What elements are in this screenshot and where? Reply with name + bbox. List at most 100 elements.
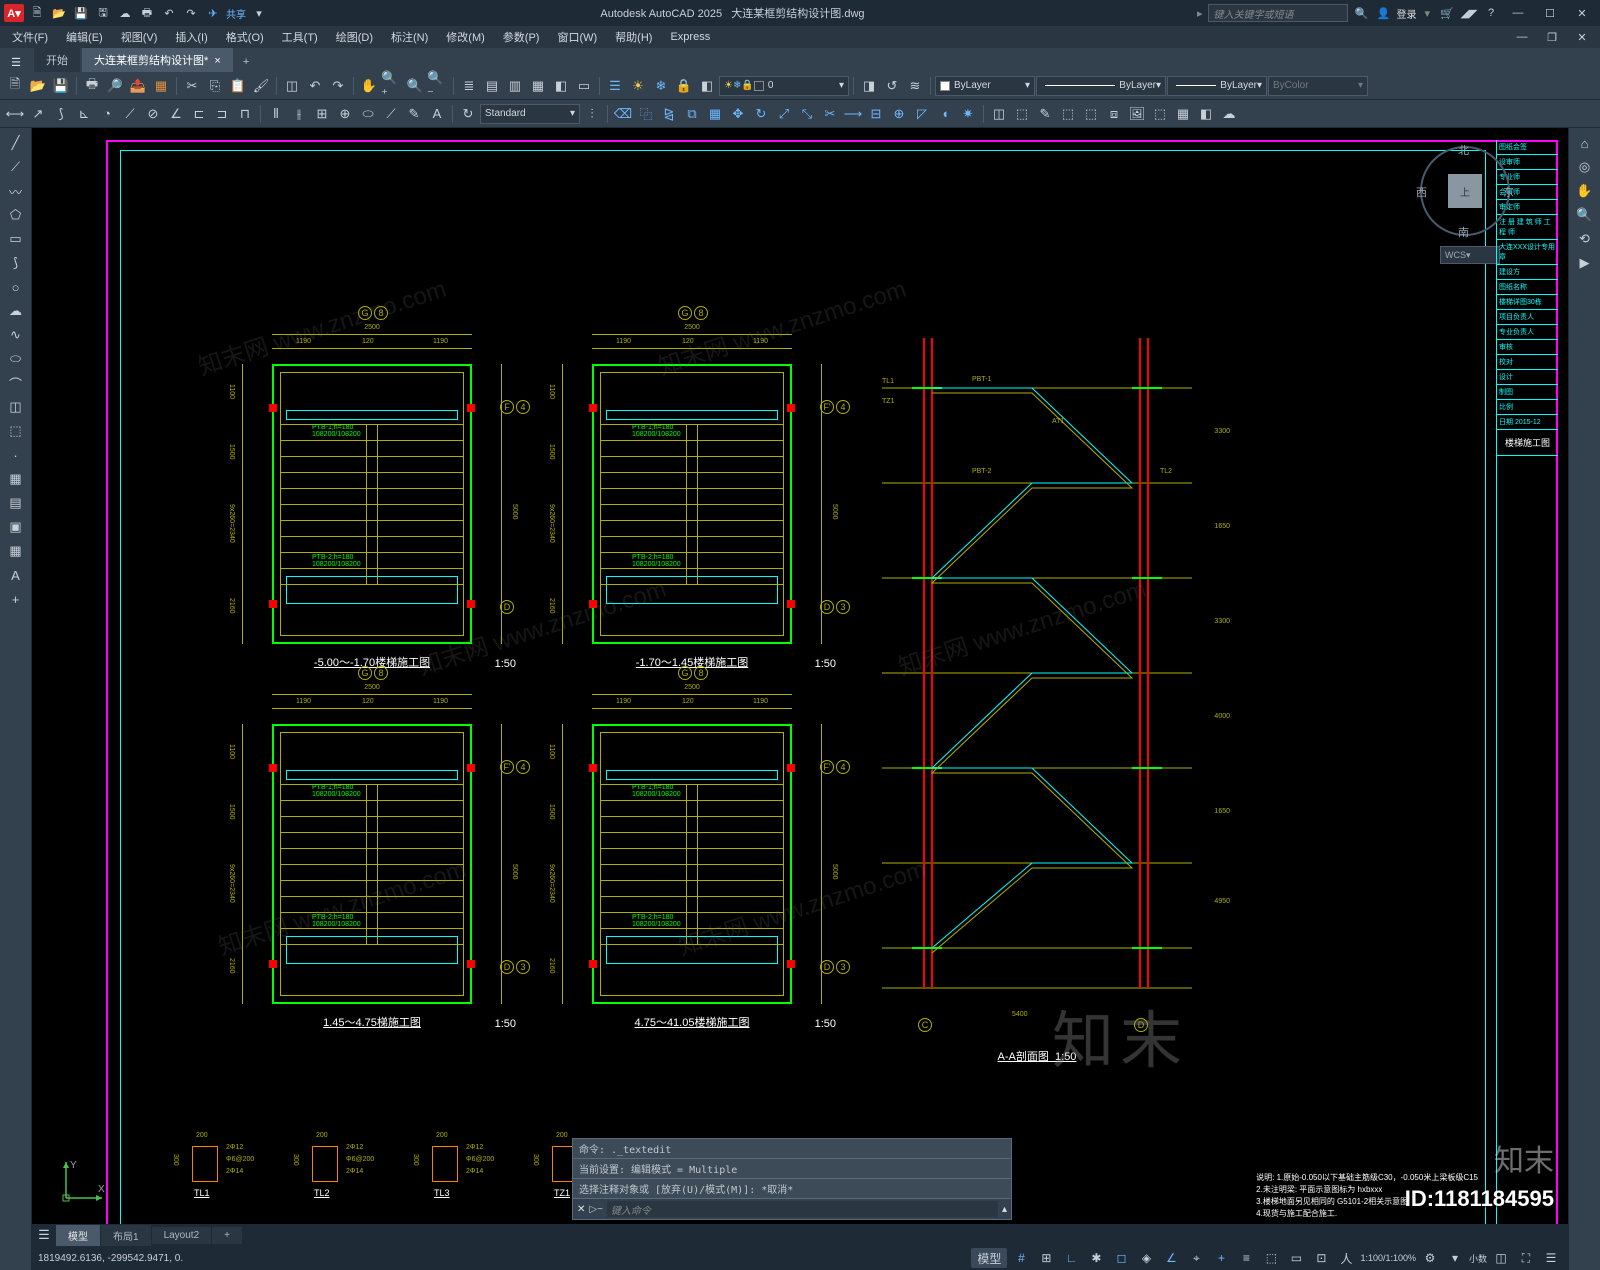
nav-wheel-icon[interactable]: ◎ [1574,156,1596,178]
search-icon[interactable]: 🔍 [1352,4,1370,22]
ellipsearc-icon[interactable]: ⌒ [3,372,29,394]
xline-icon[interactable]: ⟋ [3,156,29,178]
sheetset-icon[interactable]: ▦ [527,75,549,97]
copy-obj-icon[interactable]: ⿻ [635,103,657,125]
sb-iso-icon[interactable]: ◫ [1490,1248,1512,1268]
qcalc-icon[interactable]: ▭ [573,75,595,97]
xref-icon[interactable]: ⧈ [1103,103,1125,125]
nav-zoom-icon[interactable]: 🔍 [1574,204,1596,226]
layer-dropdown[interactable]: ☀❄🔒 0 ▾ [719,76,849,96]
undo-icon[interactable]: ↶ [304,75,326,97]
zoom-prev-icon[interactable]: 🔍⁻ [427,75,449,97]
props-icon[interactable]: ≣ [458,75,480,97]
layer-mgr-icon[interactable]: ☰ [604,75,626,97]
minimize-button[interactable]: — [1504,2,1532,24]
qat-redo-icon[interactable]: ↷ [182,4,200,22]
field-icon[interactable]: ⬚ [1149,103,1171,125]
doc-minimize-button[interactable]: — [1508,26,1536,48]
markup-icon[interactable]: ◧ [550,75,572,97]
close-button[interactable]: ✕ [1568,2,1596,24]
tab-add-layout[interactable]: + [212,1227,243,1244]
sb-qp-icon[interactable]: ▭ [1285,1248,1307,1268]
tab-add-button[interactable]: + [235,52,257,72]
preview-icon[interactable]: 🔎 [104,75,126,97]
wcs-label[interactable]: WCS ▾ [1440,246,1500,264]
dim-radius-icon[interactable]: ◔ [96,103,118,125]
login-link[interactable]: 登录 [1396,6,1416,21]
joglinear-icon[interactable]: ⟋ [380,103,402,125]
ungroup-icon[interactable]: ⬚ [1080,103,1102,125]
sb-customize-icon[interactable]: ☰ [1540,1248,1562,1268]
nav-orbit-icon[interactable]: ⟲ [1574,228,1596,250]
sb-gear-icon[interactable]: ⚙ [1419,1248,1441,1268]
menu-tools[interactable]: 工具(T) [274,27,326,47]
menu-parametric[interactable]: 参数(P) [495,27,548,47]
explode-icon[interactable]: ✷ [957,103,979,125]
nav-showmotion-icon[interactable]: ▶ [1574,252,1596,274]
open-icon[interactable]: 📂 [27,75,49,97]
qat-dropdown-icon[interactable]: ▾ [250,4,268,22]
revcloud-icon[interactable]: ☁ [1218,103,1240,125]
toolpal-icon[interactable]: ▥ [504,75,526,97]
tolerance-icon[interactable]: ⊞ [311,103,333,125]
rotate-icon[interactable]: ↻ [750,103,772,125]
sb-units-icon[interactable]: ▾ [1444,1248,1466,1268]
insertblk-icon[interactable]: ◫ [3,396,29,418]
sb-polar-icon[interactable]: ✱ [1085,1248,1107,1268]
sb-osnap-icon[interactable]: ◻ [1110,1248,1132,1268]
array-icon[interactable]: ▦ [704,103,726,125]
zoom-win-icon[interactable]: 🔍 [404,75,426,97]
trim-icon[interactable]: ✂ [819,103,841,125]
plot-setup-icon[interactable]: ▦ [150,75,172,97]
gradient-icon[interactable]: ▤ [3,492,29,514]
ribbon-hamburger-icon[interactable]: ☰ [4,52,28,72]
sb-lwt-icon[interactable]: ≡ [1235,1248,1257,1268]
menu-help[interactable]: 帮助(H) [607,27,660,47]
table-icon[interactable]: ▦ [1172,103,1194,125]
mtext-icon[interactable]: A [3,564,29,586]
command-line[interactable]: 命令: ._textedit 当前设置: 编辑模式 = Multiple 选择注… [572,1138,1012,1220]
menu-edit[interactable]: 编辑(E) [58,27,111,47]
menu-modify[interactable]: 修改(M) [438,27,493,47]
qat-undo-icon[interactable]: ↶ [160,4,178,22]
stretch-icon[interactable]: ⤡ [796,103,818,125]
menu-view[interactable]: 视图(V) [113,27,166,47]
centermark-icon[interactable]: ⊕ [334,103,356,125]
layerprev-icon[interactable]: ↺ [881,75,903,97]
menu-draw[interactable]: 绘图(D) [328,27,381,47]
app-icon[interactable]: A▾ [4,4,24,22]
menu-insert[interactable]: 插入(I) [167,27,215,47]
tab-file[interactable]: 大连某框剪结构设计图* × [82,48,233,72]
sb-tpy-icon[interactable]: ⬚ [1260,1248,1282,1268]
nav-home-icon[interactable]: ⌂ [1574,132,1596,154]
polygon-icon[interactable]: ⬠ [3,204,29,226]
autodesk-icon[interactable]: ◢◤ [1460,4,1478,22]
inspect-icon[interactable]: ⬭ [357,103,379,125]
copy-icon[interactable]: ⎘ [204,75,226,97]
sb-clean-icon[interactable]: ⛶ [1515,1248,1537,1268]
pline-icon[interactable]: 〰 [3,180,29,202]
rectangle-icon[interactable]: ▭ [3,228,29,250]
region-icon[interactable]: ▣ [3,516,29,538]
redo-icon[interactable]: ↷ [327,75,349,97]
ellipse-icon[interactable]: ⬭ [3,348,29,370]
viewcube[interactable]: 上 北 南 东 西 [1420,146,1510,236]
tab-start[interactable]: 开始 [34,48,80,72]
sb-ducs-icon[interactable]: ⌖ [1185,1248,1207,1268]
arc-icon[interactable]: ⟆ [3,252,29,274]
qat-share-icon[interactable]: ✈ [204,4,222,22]
cart-icon[interactable]: 🛒 [1438,4,1456,22]
insertblock-icon[interactable]: ⬚ [1011,103,1033,125]
sb-model-button[interactable]: 模型 [971,1248,1007,1268]
tab-model[interactable]: 模型 [56,1225,101,1246]
circle-icon[interactable]: ○ [3,276,29,298]
account-icon[interactable]: 👤 [1374,4,1392,22]
table2-icon[interactable]: ▦ [3,540,29,562]
dim-quick-icon[interactable]: ⊏ [188,103,210,125]
model-space[interactable]: 上 北 南 东 西 WCS ▾ 图纸会签设审师专业师会审师审定师注 册 建 筑 … [32,128,1568,1270]
sb-otrack-icon[interactable]: ∠ [1160,1248,1182,1268]
spline-icon[interactable]: ∿ [3,324,29,346]
revcloud2-icon[interactable]: ☁ [3,300,29,322]
image-icon[interactable]: 🖼 [1126,103,1148,125]
share-label[interactable]: 共享 [226,6,246,21]
